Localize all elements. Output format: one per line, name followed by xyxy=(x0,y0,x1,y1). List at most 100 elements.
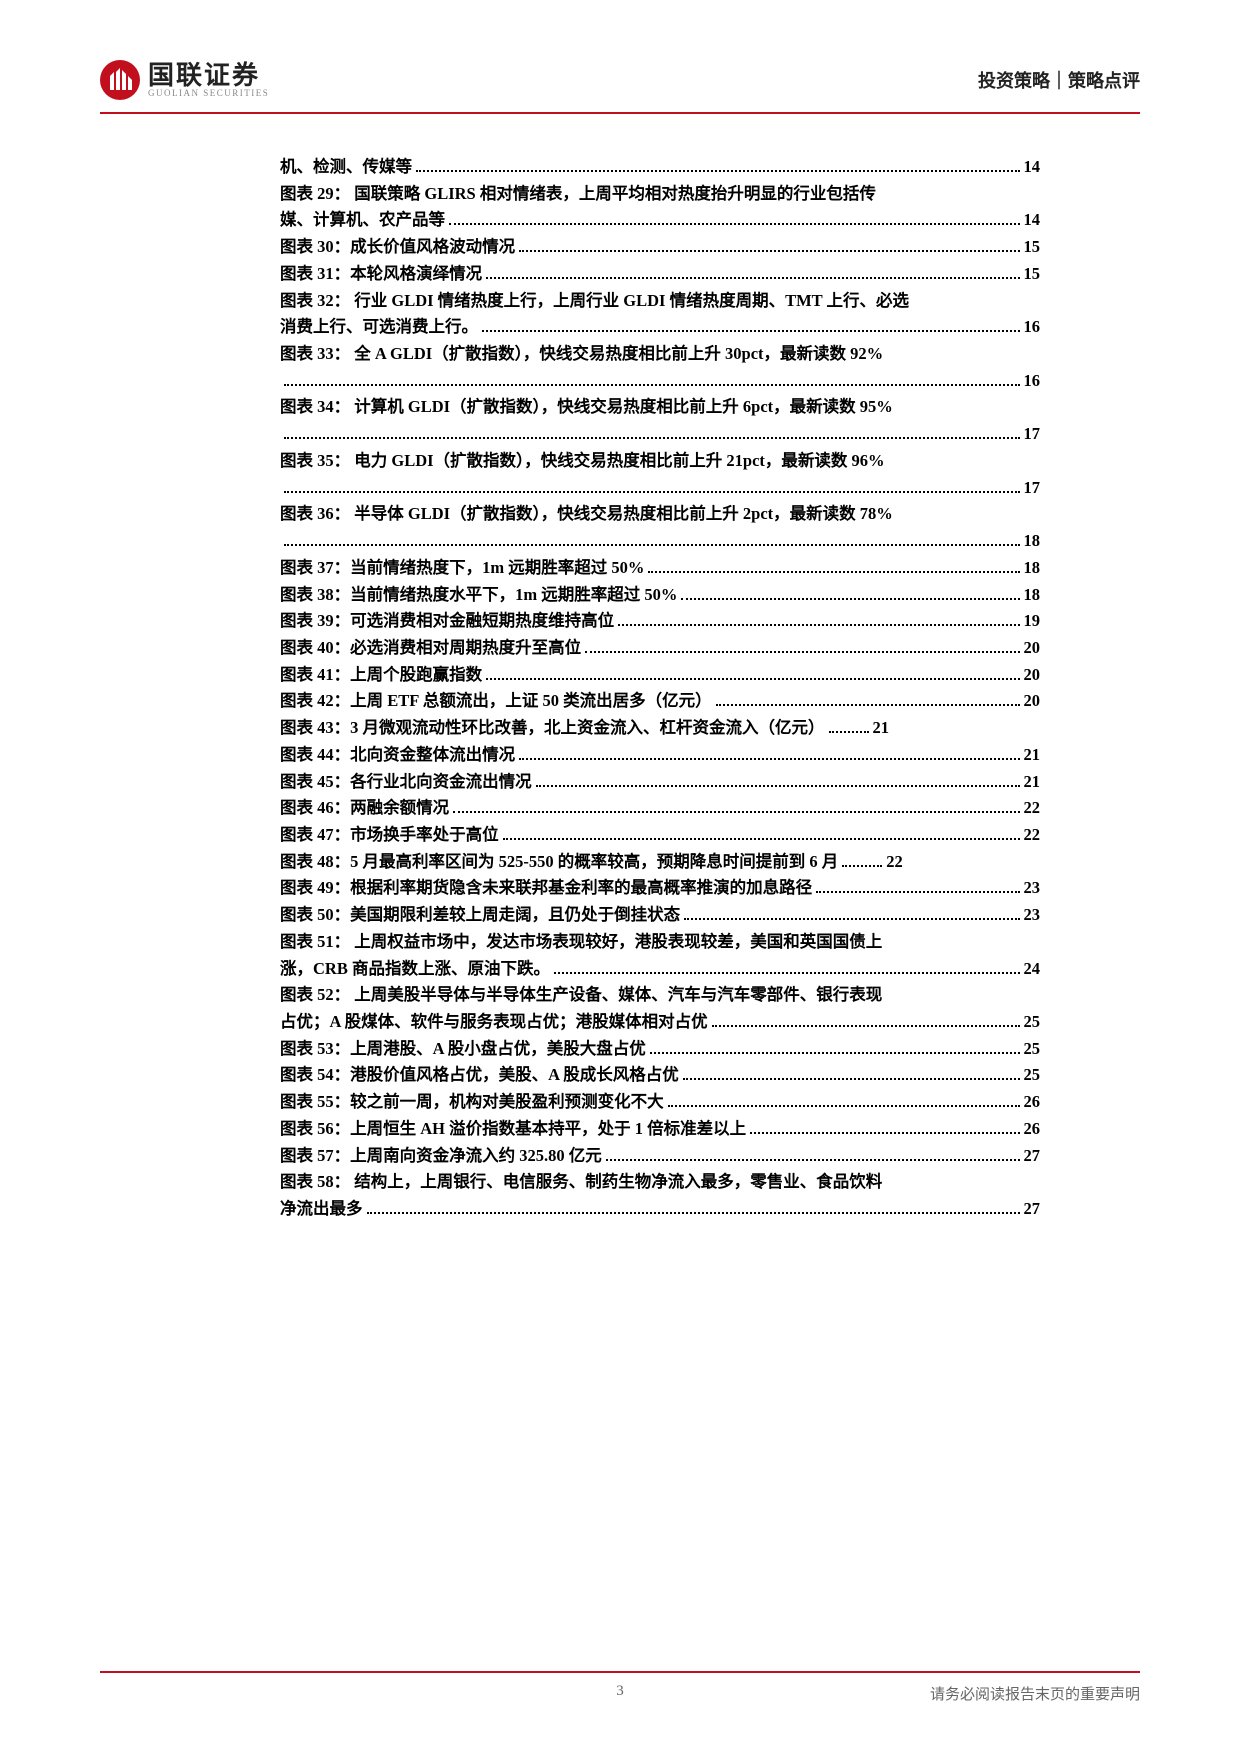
toc-text: 港股价值风格占优，美股、A 股成长风格占优 xyxy=(350,1062,679,1089)
toc-label: 图表 50： xyxy=(280,902,350,929)
toc-label: 图表 30： xyxy=(280,234,350,261)
toc-label: 图表 55： xyxy=(280,1089,350,1116)
toc-dots xyxy=(829,731,869,733)
toc-entry: 图表 35： 电力 GLDI（扩散指数），快线交易热度相比前上升 21pct，最… xyxy=(280,448,1040,475)
page-header: 国联证券 GUOLIAN SECURITIES 投资策略｜策略点评 xyxy=(100,60,1140,114)
toc-entry: 图表 29： 国联策略 GLIRS 相对情绪表，上周平均相对热度抬升明显的行业包… xyxy=(280,181,1040,208)
toc-page: 20 xyxy=(1024,635,1041,662)
toc-text: 必选消费相对周期热度升至高位 xyxy=(350,635,581,662)
table-of-contents: 机、检测、传媒等14图表 29： 国联策略 GLIRS 相对情绪表，上周平均相对… xyxy=(280,154,1040,1223)
toc-dots xyxy=(816,891,1019,893)
toc-entry: 图表 49： 根据利率期货隐含未来联邦基金利率的最高概率推演的加息路径 23 xyxy=(280,875,1040,902)
toc-text: 北向资金整体流出情况 xyxy=(350,742,515,769)
toc-text: 市场换手率处于高位 xyxy=(350,822,499,849)
toc-page: 22 xyxy=(1024,795,1041,822)
toc-dots xyxy=(648,571,1019,573)
toc-page: 20 xyxy=(1024,662,1041,689)
toc-text: 可选消费相对金融短期热度维持高位 xyxy=(350,608,614,635)
toc-page: 18 xyxy=(1024,582,1041,609)
toc-label: 图表 49： xyxy=(280,875,350,902)
toc-page: 26 xyxy=(1024,1089,1041,1116)
toc-dots xyxy=(716,704,1020,706)
toc-text: 上周恒生 AH 溢价指数基本持平，处于 1 倍标准差以上 xyxy=(350,1116,746,1143)
toc-entry: 图表 48： 5 月最高利率区间为 525-550 的概率较高，预期降息时间提前… xyxy=(280,849,1040,876)
toc-label: 图表 56： xyxy=(280,1116,350,1143)
toc-dots xyxy=(683,1078,1020,1080)
toc-entry-continuation: 涨，CRB 商品指数上涨、原油下跌。24 xyxy=(280,956,1040,983)
toc-entry-continuation: 17 xyxy=(280,475,1040,502)
toc-entry: 图表 52： 上周美股半导体与半导体生产设备、媒体、汽车与汽车零部件、银行表现 xyxy=(280,982,1040,1009)
toc-dots xyxy=(519,250,1019,252)
toc-label: 图表 53： xyxy=(280,1036,350,1063)
toc-dots xyxy=(486,277,1019,279)
toc-page: 15 xyxy=(1024,261,1041,288)
toc-entry: 图表 47： 市场换手率处于高位22 xyxy=(280,822,1040,849)
toc-entry: 图表 45： 各行业北向资金流出情况21 xyxy=(280,769,1040,796)
toc-page: 15 xyxy=(1024,234,1041,261)
toc-entry-continuation: 消费上行、可选消费上行。16 xyxy=(280,314,1040,341)
logo-text-en: GUOLIAN SECURITIES xyxy=(148,89,269,98)
toc-text: 成长价值风格波动情况 xyxy=(350,234,515,261)
toc-entry: 图表 51： 上周权益市场中，发达市场表现较好，港股表现较差，美国和英国国债上 xyxy=(280,929,1040,956)
toc-label: 图表 44： xyxy=(280,742,350,769)
toc-dots xyxy=(606,1159,1020,1161)
toc-text: 当前情绪热度水平下，1m 远期胜率超过 50% xyxy=(350,582,677,609)
toc-page: 20 xyxy=(1024,688,1041,715)
toc-text: 两融余额情况 xyxy=(350,795,449,822)
toc-entry: 图表 54： 港股价值风格占优，美股、A 股成长风格占优25 xyxy=(280,1062,1040,1089)
toc-label: 图表 43： xyxy=(280,715,350,742)
toc-page: 21 xyxy=(1024,742,1041,769)
toc-page: 27 xyxy=(1024,1143,1041,1170)
toc-label: 图表 38： xyxy=(280,582,350,609)
toc-dots xyxy=(416,170,1020,172)
toc-label: 图表 47： xyxy=(280,822,350,849)
toc-page: 23 xyxy=(1024,902,1041,929)
toc-entry: 图表 56： 上周恒生 AH 溢价指数基本持平，处于 1 倍标准差以上26 xyxy=(280,1116,1040,1143)
toc-page: 23 xyxy=(1024,875,1041,902)
toc-entry: 图表 50： 美国期限利差较上周走阔，且仍处于倒挂状态 23 xyxy=(280,902,1040,929)
toc-text: 美国期限利差较上周走阔，且仍处于倒挂状态 xyxy=(350,902,680,929)
toc-entry-continuation: 16 xyxy=(280,368,1040,395)
toc-label: 图表 45： xyxy=(280,769,350,796)
toc-page: 22 xyxy=(886,849,903,876)
toc-page: 21 xyxy=(1024,769,1041,796)
toc-label: 图表 31： xyxy=(280,261,350,288)
toc-label: 图表 57： xyxy=(280,1143,350,1170)
toc-dots xyxy=(453,811,1019,813)
toc-text: 本轮风格演绎情况 xyxy=(350,261,482,288)
page-footer: 3 请务必阅读报告末页的重要声明 xyxy=(100,1671,1140,1704)
toc-dots xyxy=(486,678,1019,680)
toc-dots xyxy=(618,624,1019,626)
toc-entry: 图表 55： 较之前一周，机构对美股盈利预测变化不大 26 xyxy=(280,1089,1040,1116)
toc-entry: 图表 42： 上周 ETF 总额流出，上证 50 类流出居多（亿元）20 xyxy=(280,688,1040,715)
toc-entry: 图表 41： 上周个股跑赢指数20 xyxy=(280,662,1040,689)
toc-label: 图表 48： xyxy=(280,849,350,876)
toc-entry: 图表 57： 上周南向资金净流入约 325.80 亿元27 xyxy=(280,1143,1040,1170)
toc-entry-continuation: 媒、计算机、农产品等14 xyxy=(280,207,1040,234)
toc-dots xyxy=(519,758,1019,760)
toc-entry: 图表 44： 北向资金整体流出情况 21 xyxy=(280,742,1040,769)
toc-entry: 图表 36： 半导体 GLDI（扩散指数），快线交易热度相比前上升 2pct，最… xyxy=(280,501,1040,528)
toc-label: 图表 40： xyxy=(280,635,350,662)
toc-text: 根据利率期货隐含未来联邦基金利率的最高概率推演的加息路径 xyxy=(350,875,812,902)
footer-disclaimer: 请务必阅读报告末页的重要声明 xyxy=(930,1683,1140,1704)
toc-label: 图表 54： xyxy=(280,1062,350,1089)
toc-dots xyxy=(684,918,1019,920)
toc-entry: 图表 39： 可选消费相对金融短期热度维持高位19 xyxy=(280,608,1040,635)
page-number: 3 xyxy=(616,1683,624,1700)
toc-text: 上周个股跑赢指数 xyxy=(350,662,482,689)
toc-dots xyxy=(668,1105,1020,1107)
logo-text-cn: 国联证券 xyxy=(148,62,269,89)
toc-text: 3 月微观流动性环比改善，北上资金流入、杠杆资金流入（亿元） xyxy=(350,715,824,742)
toc-entry: 机、检测、传媒等14 xyxy=(280,154,1040,181)
header-category: 投资策略｜策略点评 xyxy=(978,67,1140,93)
toc-label: 图表 37： xyxy=(280,555,350,582)
toc-text: 5 月最高利率区间为 525-550 的概率较高，预期降息时间提前到 6 月 xyxy=(350,849,838,876)
toc-entry: 图表 43： 3 月微观流动性环比改善，北上资金流入、杠杆资金流入（亿元）21 xyxy=(280,715,1040,742)
toc-entry: 图表 40： 必选消费相对周期热度升至高位 20 xyxy=(280,635,1040,662)
toc-entry: 图表 33： 全 A GLDI（扩散指数），快线交易热度相比前上升 30pct，… xyxy=(280,341,1040,368)
toc-label: 图表 46： xyxy=(280,795,350,822)
toc-entry: 图表 37： 当前情绪热度下，1m 远期胜率超过 50%18 xyxy=(280,555,1040,582)
toc-text: 较之前一周，机构对美股盈利预测变化不大 xyxy=(350,1089,664,1116)
toc-entry: 图表 38： 当前情绪热度水平下，1m 远期胜率超过 50% 18 xyxy=(280,582,1040,609)
